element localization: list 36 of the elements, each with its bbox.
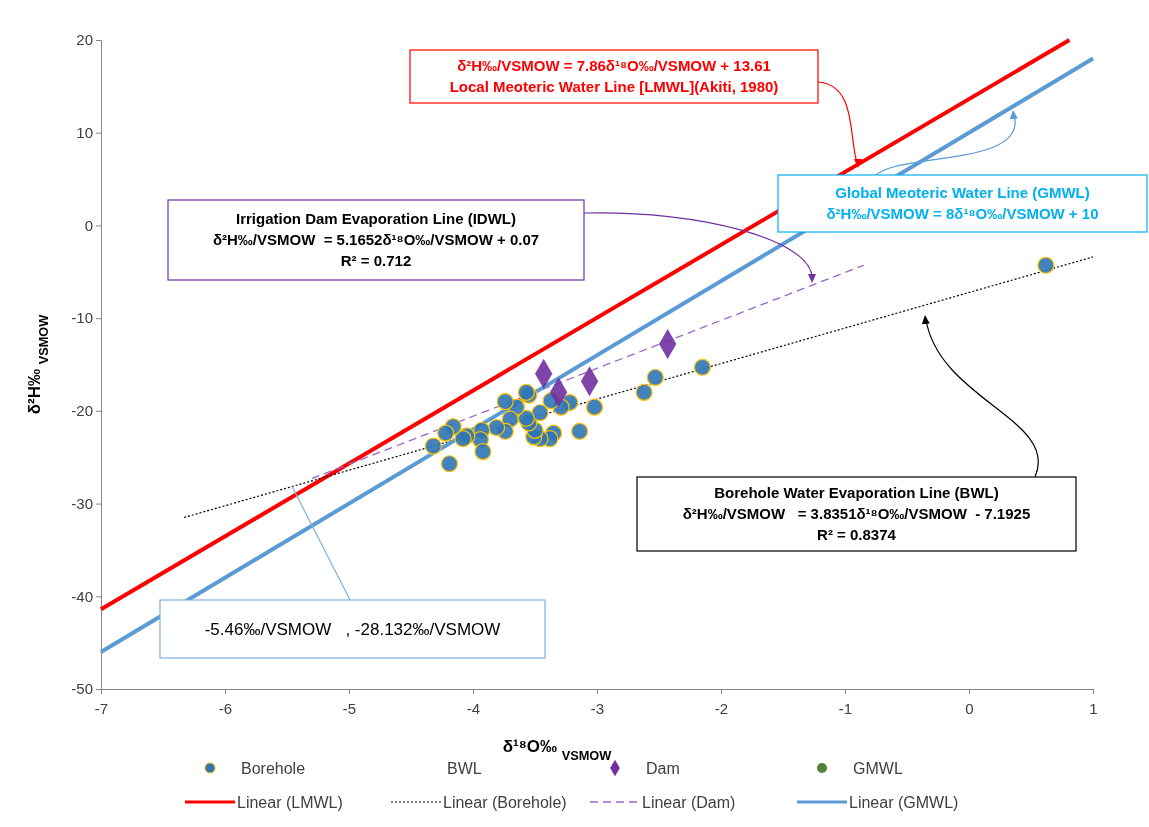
y-tick-label: 20	[76, 31, 93, 49]
y-tick-label: -30	[71, 494, 93, 512]
legend-label: GMWL	[853, 760, 903, 777]
x-tick-label: 0	[965, 699, 974, 717]
y-tick-label: -10	[71, 309, 93, 327]
x-tick-label: 1	[1089, 699, 1098, 717]
x-tick-label: -4	[466, 699, 481, 717]
annotation: δ²H‰/VSMOW = 7.86δ¹⁸O‰/VSMOW + 13.61 Local Meoteric Water Line [LMWL](Akiti, 1980)	[449, 57, 779, 96]
legend-label: Linear (GMWL)	[849, 794, 959, 811]
legend-label: Dam	[646, 760, 680, 777]
callout-box: δ²H‰/VSMOW = 7.86δ¹⁸O‰/VSMOW + 13.61 Local Meoteric Water Line [LMWL](Akiti, 1980)	[409, 49, 819, 104]
annotation: Global Meoteric Water Line (GMWL) δ²H‰/VSMOW = 8δ¹⁸O‰/VSMOW + 10	[826, 184, 1099, 223]
callout-box: -5.46‰/VSMOW , -28.132‰/VSMOW	[159, 599, 546, 659]
legend-label: Linear (Dam)	[642, 794, 736, 811]
x-tick-label: -3	[590, 699, 605, 717]
annotation: Irrigation Dam Evaporation Line (IDWL) δ²H‰/VSMOW = 5.1652δ¹⁸O‰/VSMOW + 0.07 R² = 0.712	[212, 210, 540, 270]
x-tick-label: -6	[218, 699, 233, 717]
text: BWL	[447, 760, 482, 777]
legend-label: Linear (Borehole)	[443, 794, 567, 811]
y-tick-label: 10	[76, 124, 93, 142]
callout-box: Borehole Water Evaporation Line (BWL) δ²H‰/VSMOW = 3.8351δ¹⁸O‰/VSMOW - 7.1925 R² = 0.8374	[636, 476, 1077, 552]
x-tick-label: -1	[838, 699, 853, 717]
callout-box: Irrigation Dam Evaporation Line (IDWL) δ²H‰/VSMOW = 5.1652δ¹⁸O‰/VSMOW + 0.07 R² = 0.712	[167, 199, 585, 281]
annotation: Borehole Water Evaporation Line (BWL) δ²H‰/VSMOW = 3.8351δ¹⁸O‰/VSMOW - 7.1925 R² = 0.8374	[682, 484, 1031, 544]
legend-label: Borehole	[241, 760, 306, 777]
x-axis-title: δ¹⁸O‰ $_{VSMOW}$	[502, 737, 613, 763]
x-tick-label: -2	[714, 699, 729, 717]
legend-label: Linear (LMWL)	[237, 794, 343, 811]
y-tick-label: 0	[84, 216, 93, 234]
y-tick-label: -20	[71, 402, 93, 420]
annotation: -5.46‰/VSMOW , -28.132‰/VSMOW	[204, 619, 501, 639]
y-tick-label: -50	[71, 680, 93, 698]
x-tick-label: -7	[94, 699, 109, 717]
callout-box: Global Meoteric Water Line (GMWL) δ²H‰/VSMOW = 8δ¹⁸O‰/VSMOW + 10	[777, 174, 1148, 233]
y-tick-label: -40	[71, 587, 93, 605]
x-tick-label: -5	[342, 699, 357, 717]
